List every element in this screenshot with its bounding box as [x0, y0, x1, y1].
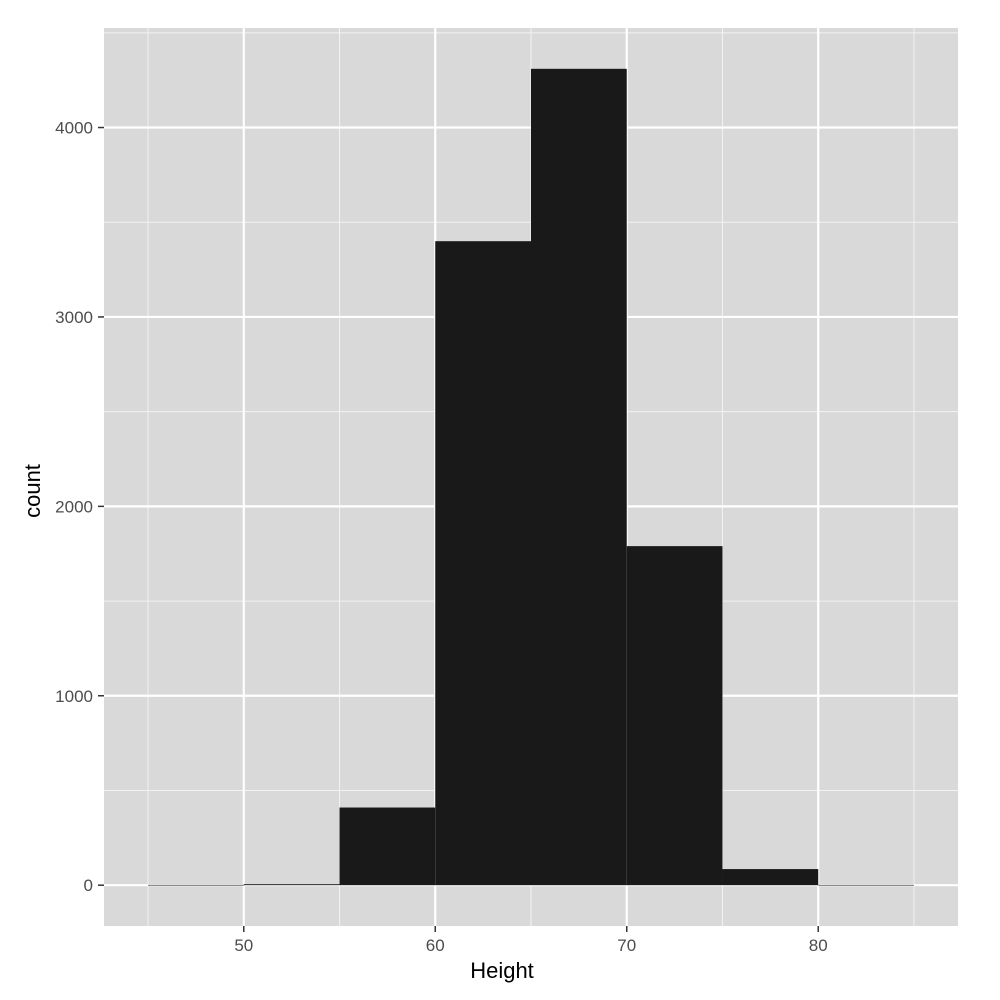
x-tick-label: 80	[809, 936, 828, 955]
bars	[148, 68, 914, 886]
x-tick-label: 70	[617, 936, 636, 955]
y-tick-label: 1000	[55, 687, 93, 706]
histogram-bar-3	[339, 807, 436, 886]
y-tick-label: 0	[84, 876, 93, 895]
x-tick-label: 50	[234, 936, 253, 955]
y-axis-title: count	[20, 464, 45, 518]
histogram-bar-5	[531, 68, 627, 886]
histogram-bar-6	[626, 546, 723, 886]
histogram-bar-7	[722, 869, 819, 886]
x-axis-title: Height	[470, 958, 534, 983]
histogram-bar-4	[435, 241, 531, 886]
y-tick-label: 4000	[55, 119, 93, 138]
y-axis: 0 1000 2000 3000 4000	[55, 119, 104, 895]
x-axis: 50 60 70 80	[234, 926, 828, 955]
y-tick-label: 2000	[55, 497, 93, 516]
y-tick-label: 3000	[55, 308, 93, 327]
x-tick-label: 60	[426, 936, 445, 955]
histogram-bar-2	[243, 884, 340, 886]
